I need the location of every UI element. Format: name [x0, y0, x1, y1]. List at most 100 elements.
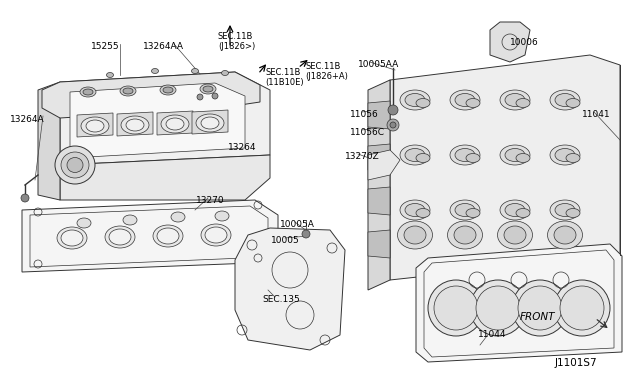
Polygon shape — [60, 72, 270, 165]
Ellipse shape — [152, 68, 159, 74]
Ellipse shape — [466, 99, 480, 108]
Ellipse shape — [455, 203, 475, 217]
Ellipse shape — [454, 226, 476, 244]
Ellipse shape — [516, 208, 530, 218]
Text: 11041: 11041 — [582, 110, 611, 119]
Ellipse shape — [201, 117, 219, 129]
Text: 11044: 11044 — [478, 330, 506, 339]
Ellipse shape — [516, 99, 530, 108]
Polygon shape — [117, 112, 153, 136]
Ellipse shape — [215, 211, 229, 221]
Text: FRONT: FRONT — [520, 312, 556, 322]
Circle shape — [512, 280, 568, 336]
Ellipse shape — [123, 215, 137, 225]
Polygon shape — [22, 200, 278, 272]
Text: (J1826+A): (J1826+A) — [305, 72, 348, 81]
Polygon shape — [368, 150, 400, 180]
Circle shape — [212, 93, 218, 99]
Ellipse shape — [166, 118, 184, 130]
Circle shape — [518, 286, 562, 330]
Ellipse shape — [497, 221, 532, 249]
Polygon shape — [368, 230, 390, 258]
Text: 13264A: 13264A — [10, 115, 45, 124]
Ellipse shape — [550, 200, 580, 220]
Ellipse shape — [397, 221, 433, 249]
Ellipse shape — [109, 229, 131, 245]
Ellipse shape — [123, 88, 133, 94]
Text: J1101S7: J1101S7 — [555, 358, 598, 368]
Text: SEC.135: SEC.135 — [262, 295, 300, 304]
Ellipse shape — [466, 154, 480, 163]
Text: 13270Z: 13270Z — [345, 152, 380, 161]
Ellipse shape — [77, 218, 91, 228]
Ellipse shape — [416, 99, 430, 108]
Ellipse shape — [153, 225, 183, 247]
Ellipse shape — [160, 85, 176, 95]
Ellipse shape — [196, 114, 224, 132]
Ellipse shape — [500, 200, 530, 220]
Circle shape — [434, 286, 478, 330]
Ellipse shape — [447, 221, 483, 249]
Circle shape — [390, 122, 396, 128]
Ellipse shape — [126, 119, 144, 131]
Ellipse shape — [455, 148, 475, 161]
Ellipse shape — [516, 154, 530, 163]
Text: 10005A: 10005A — [280, 220, 315, 229]
Text: (11B10E): (11B10E) — [265, 78, 303, 87]
Polygon shape — [192, 110, 228, 134]
Text: 10005: 10005 — [271, 236, 300, 245]
Text: SEC.11B: SEC.11B — [218, 32, 253, 41]
Polygon shape — [416, 244, 622, 362]
Polygon shape — [368, 144, 390, 172]
Ellipse shape — [400, 200, 430, 220]
Ellipse shape — [405, 93, 425, 106]
Ellipse shape — [67, 157, 83, 173]
Ellipse shape — [505, 93, 525, 106]
Polygon shape — [368, 80, 390, 290]
Circle shape — [388, 105, 398, 115]
Ellipse shape — [200, 84, 216, 94]
Ellipse shape — [416, 208, 430, 218]
Polygon shape — [368, 187, 390, 215]
Ellipse shape — [57, 227, 87, 249]
Ellipse shape — [201, 224, 231, 246]
Ellipse shape — [80, 87, 96, 97]
Ellipse shape — [163, 87, 173, 93]
Ellipse shape — [566, 154, 580, 163]
Text: (J1826>): (J1826>) — [218, 42, 255, 51]
Ellipse shape — [554, 226, 576, 244]
Text: SEC.11B: SEC.11B — [305, 62, 340, 71]
Text: 13264AA: 13264AA — [143, 42, 184, 51]
Ellipse shape — [466, 208, 480, 218]
Text: 11056C: 11056C — [350, 128, 385, 137]
Ellipse shape — [555, 93, 575, 106]
Circle shape — [302, 230, 310, 238]
Text: 10006: 10006 — [510, 38, 539, 47]
Circle shape — [197, 94, 203, 100]
Polygon shape — [235, 228, 345, 350]
Ellipse shape — [171, 212, 185, 222]
Circle shape — [554, 280, 610, 336]
Ellipse shape — [203, 86, 213, 92]
Ellipse shape — [504, 226, 526, 244]
Circle shape — [21, 194, 29, 202]
Ellipse shape — [61, 152, 89, 178]
Text: 13270: 13270 — [196, 196, 225, 205]
Text: 10005AA: 10005AA — [358, 60, 399, 69]
Polygon shape — [157, 111, 193, 135]
Ellipse shape — [120, 86, 136, 96]
Ellipse shape — [416, 154, 430, 163]
Ellipse shape — [505, 203, 525, 217]
Ellipse shape — [547, 221, 582, 249]
Ellipse shape — [404, 226, 426, 244]
Circle shape — [470, 280, 526, 336]
Circle shape — [428, 280, 484, 336]
Polygon shape — [70, 83, 245, 158]
Polygon shape — [368, 101, 390, 129]
Ellipse shape — [191, 68, 198, 74]
Circle shape — [560, 286, 604, 330]
Polygon shape — [77, 113, 113, 137]
Ellipse shape — [61, 230, 83, 246]
Ellipse shape — [205, 227, 227, 243]
Ellipse shape — [405, 148, 425, 161]
